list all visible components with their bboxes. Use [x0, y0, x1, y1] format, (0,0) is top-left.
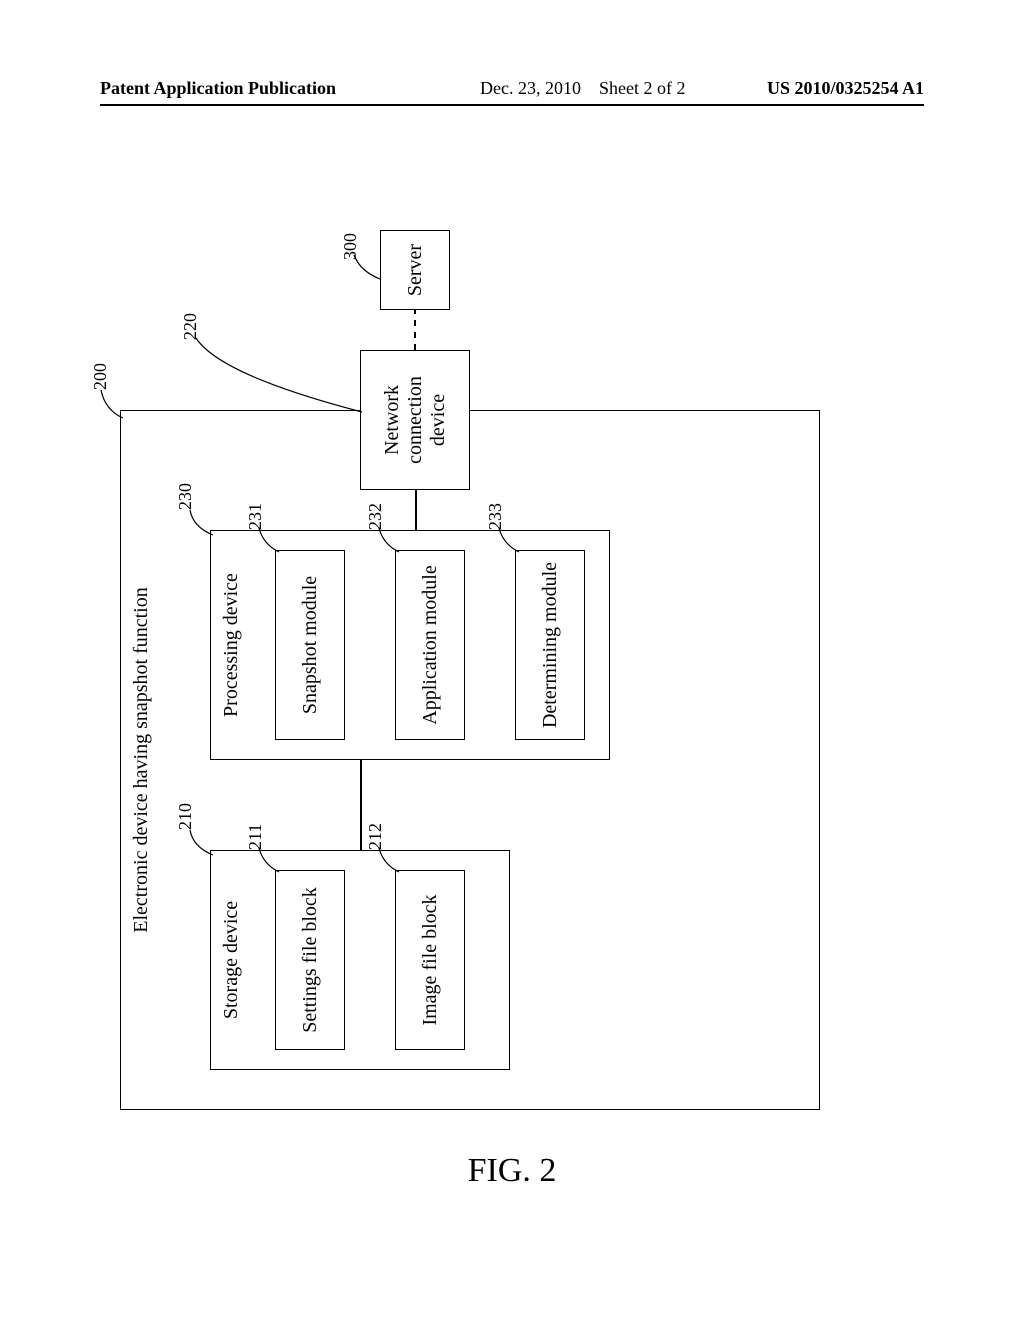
ref-212: 212 — [365, 823, 386, 850]
ref-200: 200 — [90, 363, 111, 390]
ref-220: 220 — [180, 313, 201, 340]
processing-device-label: Processing device — [220, 540, 243, 750]
server-label: Server — [404, 244, 427, 296]
determining-module: Determining module — [515, 550, 585, 740]
image-file-block: Image file block — [395, 870, 465, 1050]
header-left: Patent Application Publication — [100, 78, 336, 99]
ref-232: 232 — [365, 503, 386, 530]
diagram-canvas-wrap: Electronic device having snapshot functi… — [110, 180, 910, 1080]
network-connection-device: Network connection device — [360, 350, 470, 490]
settings-file-block-label: Settings file block — [299, 887, 322, 1033]
ref-233: 233 — [485, 503, 506, 530]
header-date: Dec. 23, 2010 — [480, 78, 581, 98]
image-file-block-label: Image file block — [419, 894, 442, 1025]
ref-210: 210 — [175, 803, 196, 830]
snapshot-module-label: Snapshot module — [299, 576, 322, 714]
snapshot-module: Snapshot module — [275, 550, 345, 740]
conn-storage-processing — [360, 760, 362, 850]
header-rule — [100, 104, 924, 106]
conn-processing-netconn — [415, 490, 417, 530]
ref-231: 231 — [245, 503, 266, 530]
server-box: Server — [380, 230, 450, 310]
application-module: Application module — [395, 550, 465, 740]
ref-211: 211 — [245, 824, 266, 850]
header-middle: Dec. 23, 2010 Sheet 2 of 2 — [480, 78, 685, 99]
conn-netconn-server — [410, 310, 420, 350]
application-module-label: Application module — [419, 565, 442, 724]
storage-device-box — [210, 850, 510, 1070]
outer-device-title: Electronic device having snapshot functi… — [130, 420, 153, 1100]
header-right: US 2010/0325254 A1 — [767, 78, 924, 99]
ref-300: 300 — [340, 233, 361, 260]
figure-label: FIG. 2 — [0, 1152, 1024, 1190]
header-sheet: Sheet 2 of 2 — [599, 78, 685, 98]
ref-230: 230 — [175, 483, 196, 510]
network-connection-device-label: Network connection device — [381, 355, 450, 485]
diagram-canvas: Electronic device having snapshot functi… — [60, 230, 860, 1130]
storage-device-label: Storage device — [220, 860, 243, 1060]
determining-module-label: Determining module — [539, 562, 562, 728]
settings-file-block: Settings file block — [275, 870, 345, 1050]
